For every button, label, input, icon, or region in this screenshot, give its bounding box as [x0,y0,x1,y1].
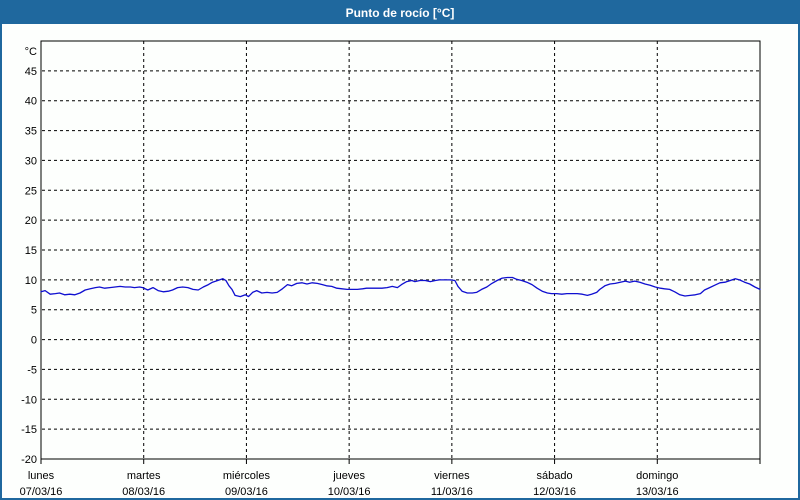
x-axis-day-label: miércoles [223,470,271,482]
x-axis-day-label: martes [127,470,161,482]
y-axis-label: 45 [25,66,37,78]
y-axis-label: 30 [25,155,37,167]
plot-border [40,40,761,460]
dew-point-chart: 45 40 35 30 25 20 15 10 5 0 -5 -10 -15 -20 °C lunes 07/0… [20,40,761,498]
data-line [40,276,761,298]
x-axis-date-label: 10/03/16 [328,486,371,498]
x-axis-date-label: 09/03/16 [225,486,268,498]
y-axis-label: 10 [25,275,37,287]
x-axis-day-label: domingo [636,470,678,482]
y-axis-label: -5 [27,364,37,376]
window-title-bar: Punto de rocío [°C] [2,2,798,24]
y-axis-label: 35 [25,126,37,138]
y-axis-label: 20 [25,215,37,227]
y-axis-label: 5 [31,305,37,317]
y-axis-label: -20 [21,454,37,466]
page-title: Punto de rocío [°C] [345,6,455,20]
x-axis-date-label: 08/03/16 [122,486,165,498]
chart-area: 45 40 35 30 25 20 15 10 5 0 -5 -10 -15 -20 °C lunes 07/0… [2,24,798,498]
y-axis-unit-label: °C [25,46,37,58]
y-axis-label: 0 [31,335,37,347]
x-axis-date-label: 13/03/16 [636,486,679,498]
x-axis-day-label: jueves [332,470,365,482]
x-axis-day-label: lunes [28,470,55,482]
y-axis-label: 15 [25,245,37,257]
x-axis-date-label: 07/03/16 [20,486,63,498]
x-axis-date-label: 12/03/16 [533,486,576,498]
x-axis-day-label: sábado [537,470,573,482]
y-axis-label: -10 [21,394,37,406]
y-axis-label: -15 [21,424,37,436]
y-axis-label: 25 [25,185,37,197]
y-axis-label: 40 [25,96,37,108]
x-axis-day-label: viernes [434,470,470,482]
x-axis-date-label: 11/03/16 [431,486,473,498]
